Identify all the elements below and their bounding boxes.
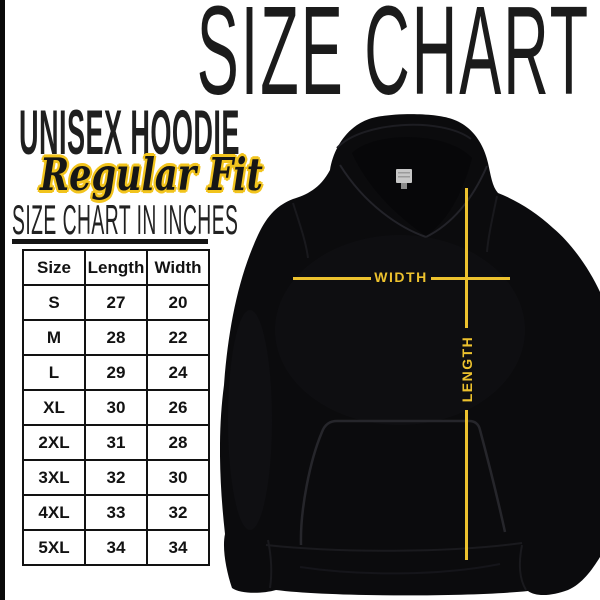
- table-row: 4XL 33 32: [22, 494, 210, 531]
- table-row: M 28 22: [22, 319, 210, 356]
- neck-label-text-line: [398, 172, 410, 174]
- cell-size: S: [22, 284, 86, 321]
- units-heading-underline: [12, 239, 208, 244]
- length-measure-line-bottom: [465, 410, 468, 560]
- col-header-length: Length: [84, 249, 148, 286]
- col-header-width: Width: [146, 249, 210, 286]
- kangaroo-pocket: [299, 419, 507, 546]
- cell-size: 5XL: [22, 529, 86, 566]
- hem-wrinkle: [299, 563, 501, 575]
- cell-length: 30: [84, 389, 148, 426]
- cell-width: 20: [146, 284, 210, 321]
- hoodie-image: [220, 114, 600, 596]
- length-measure-line-top: [465, 188, 468, 328]
- cell-width: 28: [146, 424, 210, 461]
- hem-band-seam: [265, 542, 523, 552]
- width-measure-line-left: [293, 277, 371, 280]
- cell-width: 34: [146, 529, 210, 566]
- cell-length: 28: [84, 319, 148, 356]
- neck-label-loop: [401, 183, 407, 189]
- units-heading: SIZE CHART IN INCHES: [12, 196, 239, 243]
- table-row: XL 30 26: [22, 389, 210, 426]
- fabric-sheen: [275, 235, 525, 425]
- table-row: L 29 24: [22, 354, 210, 391]
- table-row: 5XL 34 34: [22, 529, 210, 566]
- cell-size: 4XL: [22, 494, 86, 531]
- cell-width: 32: [146, 494, 210, 531]
- length-measure-label: LENGTH: [459, 335, 475, 403]
- sleeve-sheen: [228, 310, 272, 530]
- left-cuff-seam: [267, 539, 273, 589]
- width-measure-line-right: [431, 277, 510, 280]
- cell-size: 3XL: [22, 459, 86, 496]
- cell-width: 22: [146, 319, 210, 356]
- hood-rim-right: [425, 165, 488, 238]
- table-row: 2XL 31 28: [22, 424, 210, 461]
- page-title-wrap: SIZE CHART: [0, 0, 600, 114]
- table-row: 3XL 32 30: [22, 459, 210, 496]
- hood-rim-left: [339, 164, 427, 238]
- table-header-row: Size Length Width: [22, 249, 210, 286]
- left-edge-bar: [0, 0, 5, 600]
- size-table: Size Length Width S 27 20 M 28 22 L 29 2…: [22, 249, 210, 566]
- cell-size: XL: [22, 389, 86, 426]
- cell-length: 33: [84, 494, 148, 531]
- cell-length: 29: [84, 354, 148, 391]
- left-shoulder-seam: [292, 202, 309, 259]
- cell-width: 30: [146, 459, 210, 496]
- table-row: S 27 20: [22, 284, 210, 321]
- right-cuff-seam: [518, 544, 527, 591]
- cell-size: 2XL: [22, 424, 86, 461]
- cell-width: 26: [146, 389, 210, 426]
- cell-length: 27: [84, 284, 148, 321]
- right-shoulder-seam: [486, 195, 498, 253]
- cell-length: 31: [84, 424, 148, 461]
- hood-fold-highlight: [336, 123, 472, 149]
- page-title: SIZE CHART: [196, 0, 591, 121]
- cell-size: M: [22, 319, 86, 356]
- neck-label-text-line: [398, 176, 410, 178]
- cell-width: 24: [146, 354, 210, 391]
- width-measure-label: WIDTH: [374, 269, 428, 285]
- cell-length: 34: [84, 529, 148, 566]
- product-name: UNISEX HOODIE: [19, 98, 240, 168]
- hood-interior: [352, 137, 472, 236]
- cell-size: L: [22, 354, 86, 391]
- cell-length: 32: [84, 459, 148, 496]
- fit-label: Regular Fit: [40, 148, 263, 201]
- col-header-size: Size: [22, 249, 86, 286]
